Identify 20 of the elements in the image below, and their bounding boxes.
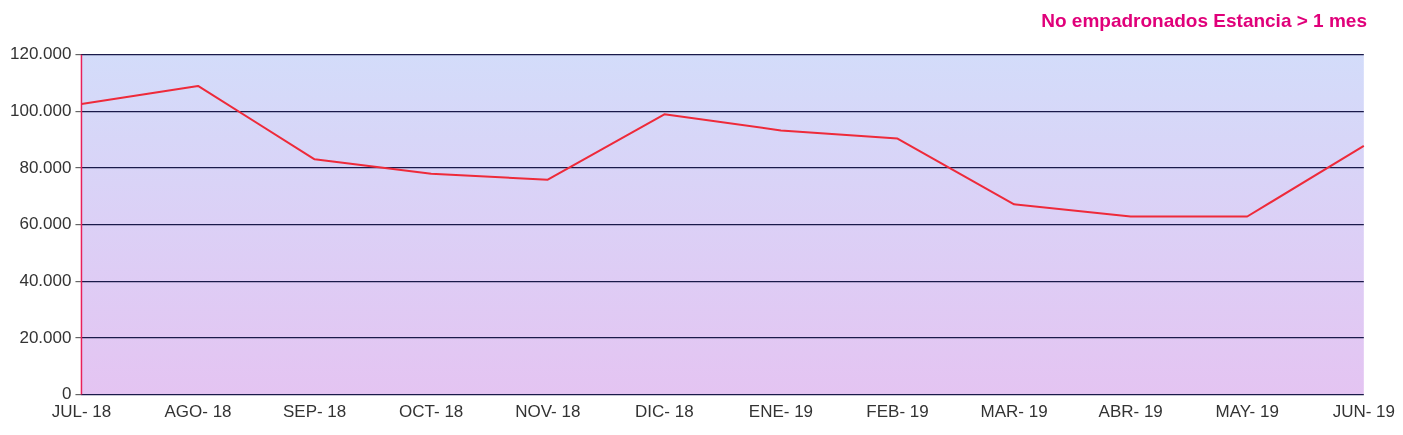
x-tick-label: ABR- 19 — [1098, 402, 1163, 422]
x-tick-label: DIC- 18 — [635, 402, 694, 422]
x-tick-label: AGO- 18 — [164, 402, 232, 422]
y-tick-label: 60.000 — [19, 214, 72, 234]
y-tick-label: 100.000 — [10, 101, 72, 121]
y-tick-label: 120.000 — [10, 44, 72, 64]
x-tick-label: OCT- 18 — [399, 402, 464, 422]
y-tick-label: 20.000 — [19, 327, 72, 347]
y-tick-label: 0 — [61, 384, 72, 404]
x-tick-label: SEP- 18 — [282, 402, 347, 422]
x-tick-label: MAY- 19 — [1215, 402, 1279, 422]
chart-title: No empadronados Estancia > 1 mes — [1041, 9, 1367, 31]
x-tick-label: NOV- 18 — [515, 402, 581, 422]
x-tick-label: MAR- 19 — [980, 402, 1048, 422]
y-tick-label: 80.000 — [19, 157, 72, 177]
y-tick-label: 40.000 — [19, 271, 72, 291]
x-tick-label: JUL- 18 — [51, 402, 112, 422]
x-tick-label: FEB- 19 — [866, 402, 929, 422]
x-tick-label: JUN- 19 — [1332, 402, 1396, 422]
x-tick-label: ENE- 19 — [748, 402, 814, 422]
